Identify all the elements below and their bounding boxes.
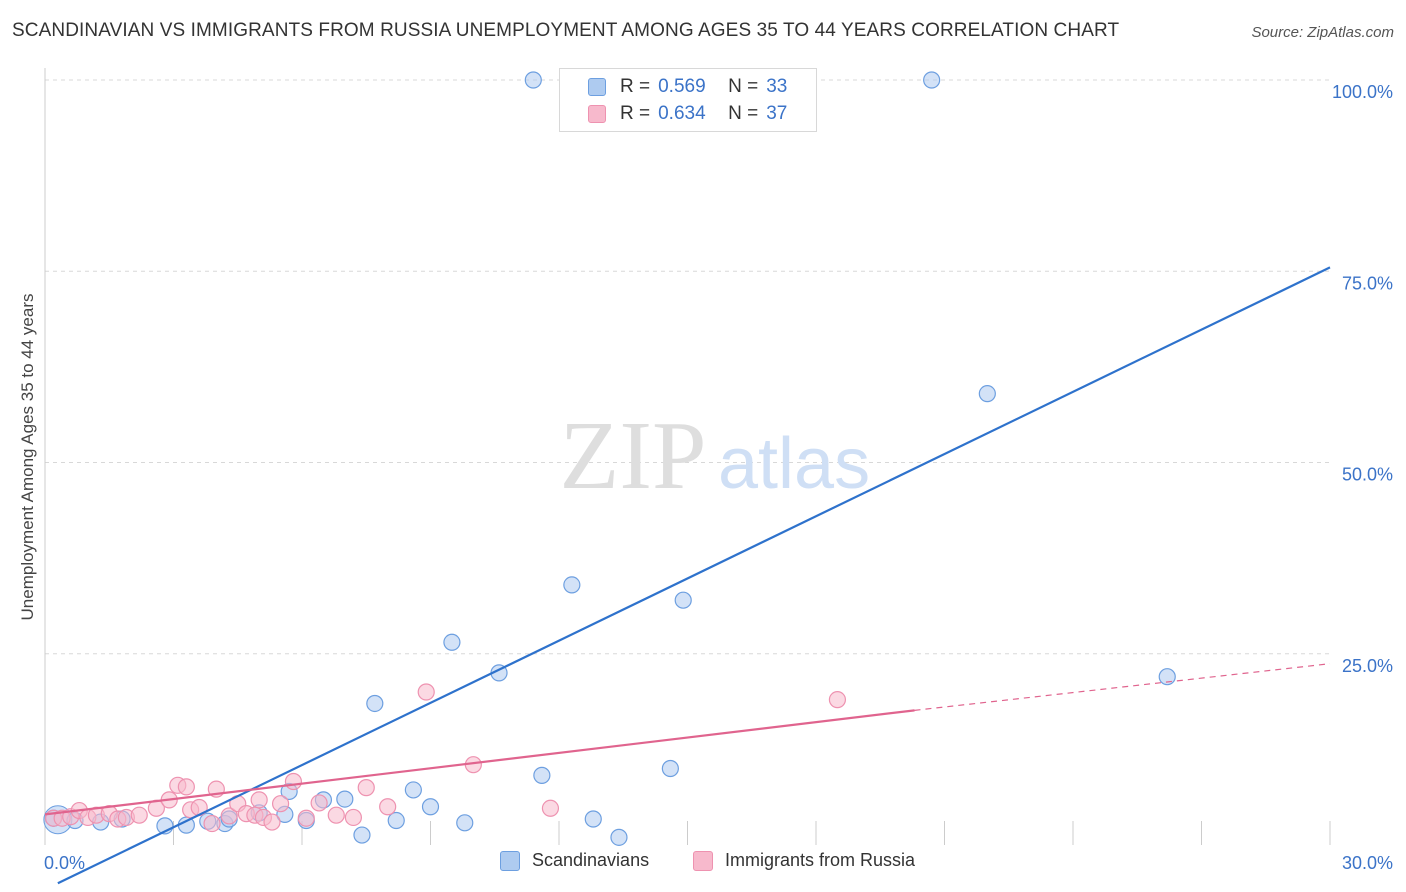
y-tick-label: 25.0% [1342, 656, 1393, 676]
point-scandinavians [563, 576, 581, 594]
legend-row-russia: R = 0.634 N = 37 [560, 100, 787, 128]
watermark-atlas: atlas [718, 424, 870, 504]
point-scandinavians [404, 781, 422, 799]
ticks-layer: 25.0% 50.0% 75.0% 100.0% 0.0% 30.0% [44, 82, 1393, 873]
point-scandinavians [366, 694, 384, 713]
correlation-legend: R = 0.569 N = 33 R = 0.634 N = 37 [559, 68, 817, 132]
r-label: R = [620, 103, 651, 124]
point-scandinavians [456, 814, 474, 832]
legend-item-scandinavians[interactable]: Scandinavians [500, 850, 649, 871]
trendline-scandinavians [57, 266, 1331, 885]
n-value: 33 [766, 76, 788, 97]
point-russia [310, 794, 328, 812]
point-scandinavians [674, 591, 692, 609]
legend-item-russia[interactable]: Immigrants from Russia [693, 850, 915, 871]
r-value: 0.634 [658, 103, 706, 124]
series-legend: Scandinavians Immigrants from Russia [0, 850, 1406, 880]
n-label: N = [728, 103, 759, 124]
n-value: 37 [766, 103, 788, 124]
point-scandinavians [1158, 668, 1176, 686]
legend-swatch-pink [588, 105, 606, 123]
trendline-russia-extension [914, 663, 1331, 711]
point-russia [271, 795, 290, 813]
point-scandinavians [336, 790, 354, 808]
point-russia [130, 806, 148, 824]
legend-swatch-pink [693, 850, 713, 871]
point-russia [297, 809, 315, 827]
point-russia [379, 798, 397, 816]
source-credit: Source: ZipAtlas.com [1251, 24, 1394, 41]
point-russia [357, 779, 375, 797]
point-scandinavians [584, 810, 602, 828]
point-scandinavians [978, 385, 996, 403]
x-tick-label: 0.0% [44, 853, 85, 873]
legend-label: Immigrants from Russia [725, 850, 916, 870]
trendline-russia [44, 709, 915, 816]
y-tick-label: 50.0% [1342, 465, 1393, 485]
point-russia [828, 691, 847, 709]
legend-swatch-blue [588, 78, 606, 96]
point-scandinavians [923, 71, 941, 89]
legend-row-scandinavians: R = 0.569 N = 33 [560, 73, 787, 101]
legend-label: Scandinavians [532, 850, 650, 870]
point-russia [417, 683, 435, 701]
x-tick-label: 30.0% [1342, 853, 1393, 873]
points-layer [43, 71, 1176, 846]
point-scandinavians [353, 826, 371, 844]
watermark-zip: ZIP [560, 402, 707, 510]
point-russia [177, 778, 195, 796]
y-tick-label: 75.0% [1342, 273, 1393, 293]
point-scandinavians [661, 759, 679, 778]
point-russia [284, 772, 303, 791]
legend-swatch-blue [500, 850, 520, 871]
chart-title: SCANDINAVIAN VS IMMIGRANTS FROM RUSSIA U… [12, 20, 1120, 41]
point-scandinavians [533, 766, 551, 784]
point-russia [541, 799, 560, 817]
watermark: ZIP atlas [560, 402, 871, 510]
r-label: R = [620, 76, 651, 97]
n-label: N = [728, 76, 759, 97]
trend-layer [44, 266, 1331, 885]
point-russia [263, 813, 281, 831]
point-russia [203, 814, 221, 833]
point-scandinavians [524, 71, 542, 89]
point-russia [220, 807, 238, 825]
point-scandinavians [421, 798, 440, 816]
y-tick-label: 100.0% [1332, 82, 1393, 102]
point-russia [327, 806, 345, 824]
point-scandinavians [610, 828, 628, 846]
point-russia [344, 808, 362, 827]
r-value: 0.569 [658, 76, 706, 97]
point-scandinavians [443, 633, 461, 651]
point-russia [250, 791, 268, 809]
point-scandinavians [387, 811, 405, 830]
